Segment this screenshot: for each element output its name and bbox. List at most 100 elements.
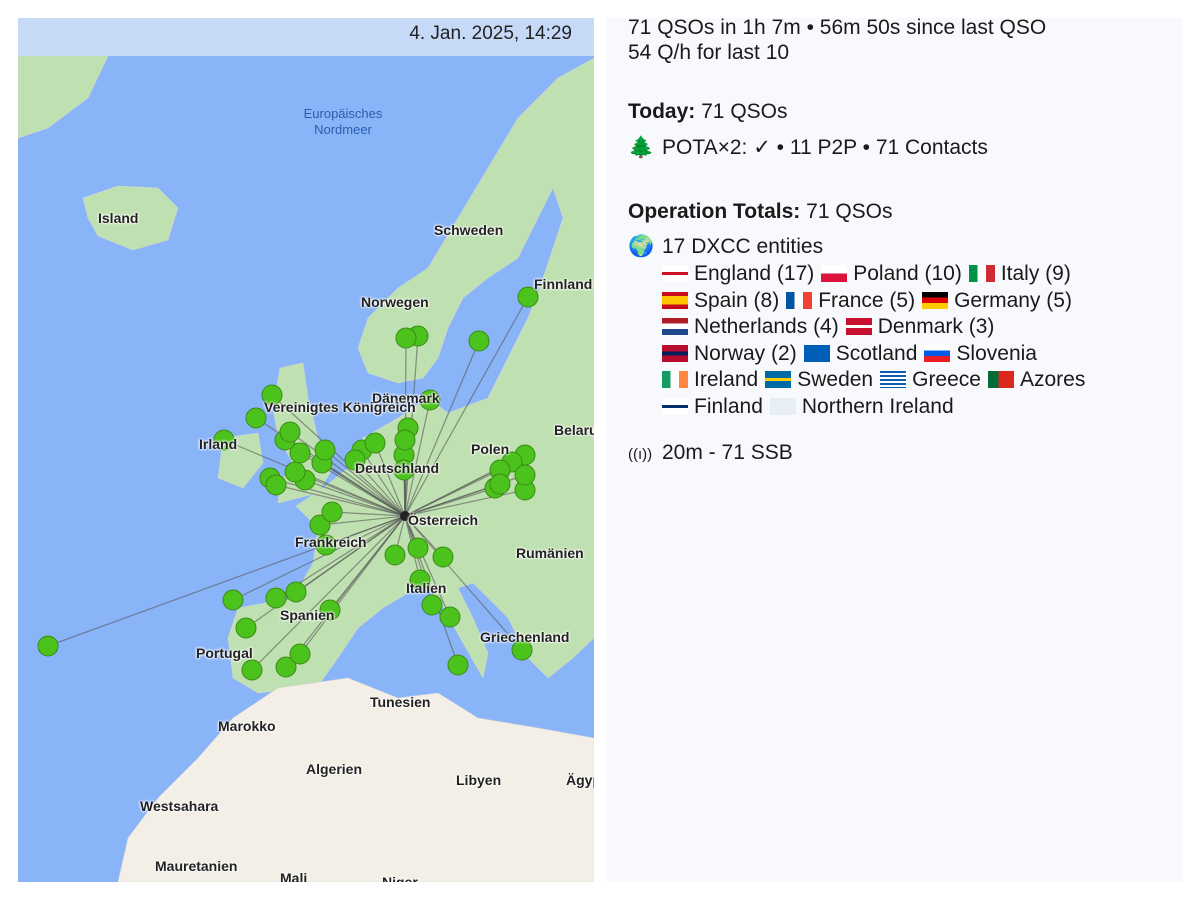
qso-path [304,479,406,517]
qso-path [325,515,406,546]
qso-marker[interactable] [284,461,306,483]
map-land [18,18,594,882]
map-label: Polen [471,441,510,457]
qso-marker[interactable] [265,587,287,609]
greece-flag-icon [880,371,907,388]
qso-marker[interactable] [393,459,415,481]
dxcc-entity: Netherlands (4) [662,315,839,338]
dxcc-entity: Finland [662,395,763,418]
qso-marker[interactable] [289,442,311,464]
timestamp-bar: 4. Jan. 2025, 14:29 [18,18,594,56]
qso-marker[interactable] [241,659,263,681]
qso-path [324,449,406,517]
qso-map[interactable]: 4. Jan. 2025, 14:29 Europäisches Nordmee… [18,18,594,882]
france-flag-icon [786,291,813,309]
map-label: Libyen [456,772,502,788]
dxcc-entity: Spain (8) [662,289,779,312]
qso-path [404,469,501,517]
qso-marker[interactable] [222,589,244,611]
dxcc-entity: Italy (9) [968,262,1071,285]
qso-marker[interactable] [447,654,469,676]
qso-marker[interactable] [344,449,366,471]
totals-label: Operation Totals: [628,200,801,223]
qso-marker[interactable] [265,474,287,496]
map-label: Tunesien [370,694,431,710]
qso-marker[interactable] [511,639,533,661]
dxcc-entity-label: Norway (2) [694,341,797,365]
pota-line: 🌲 POTA×2: ✓ • 11 P2P • 71 Contacts [628,135,988,160]
qso-marker[interactable] [364,432,386,454]
qso-marker[interactable] [279,421,301,443]
qso-marker[interactable] [289,643,311,665]
home-marker[interactable] [400,511,410,521]
map-label: Österreich [408,512,479,528]
map-label: Vereinigtes Königreich [264,399,416,415]
slovenia-flag-icon [924,344,951,362]
qso-marker[interactable] [432,546,454,568]
qso-marker[interactable] [309,514,331,536]
qso-marker[interactable] [439,606,461,628]
qso-marker[interactable] [245,407,267,429]
qso-marker[interactable] [419,389,441,411]
qso-marker[interactable] [468,330,490,352]
dxcc-entity: Poland (10) [821,262,962,285]
map-label: Frankreich [295,534,367,550]
qso-marker[interactable] [321,501,343,523]
dxcc-entity-label: Spain (8) [694,288,780,312]
qso-marker[interactable] [409,569,431,591]
qso-marker[interactable] [394,429,416,451]
dxcc-line: 🌍 17 DXCC entities [628,235,823,259]
qso-marker[interactable] [384,544,406,566]
map-label: Mauretanien [155,858,238,874]
qso-marker[interactable] [319,599,341,621]
map-label: Island [98,210,139,226]
dxcc-entity-label: Finland [694,394,763,418]
qso-path [232,515,406,601]
qso-path [404,399,431,517]
qso-marker[interactable] [395,327,417,349]
qso-path [354,459,406,517]
qso-marker[interactable] [514,464,536,486]
timestamp: 4. Jan. 2025, 14:29 [409,23,572,44]
poland-flag-icon [821,265,848,282]
qso-marker[interactable] [275,656,297,678]
netherlands-flag-icon [662,318,688,335]
denmark-flag-icon [845,318,872,335]
totals-value: 71 QSOs [806,200,893,223]
qso-marker[interactable] [285,581,307,603]
qso-marker[interactable] [261,384,283,406]
bands-line: ((ı)) 20m - 71 SSB [628,441,793,465]
qso-marker[interactable] [489,473,511,495]
qso-path [251,515,406,671]
map-label: Spanien [280,607,335,623]
qso-marker[interactable] [314,439,336,461]
map-label: Dänemark [372,390,440,406]
qso-path [404,515,523,651]
qso-marker[interactable] [407,537,429,559]
qso-path [331,511,406,517]
qso-path [361,449,406,517]
qso-path [289,431,406,517]
qso-marker[interactable] [517,286,539,308]
unknown-flag-icon [769,397,796,415]
map-label: Italien [406,580,447,596]
dxcc-entity: Slovenia [924,342,1037,365]
dxcc-entity-label: Poland (10) [853,262,962,285]
antenna-icon: ((ı)) [628,446,653,463]
dxcc-entity-label: Greece [912,368,981,391]
finland-flag-icon [662,397,688,415]
dxcc-entity: Norway (2) [662,342,797,365]
dxcc-entity-label: Netherlands (4) [694,315,839,338]
qso-path [299,515,406,655]
qso-marker[interactable] [37,635,59,657]
qso-marker[interactable] [213,429,235,451]
qso-marker[interactable] [421,594,443,616]
sweden-flag-icon [765,371,792,388]
qso-marker[interactable] [315,534,337,556]
germany-flag-icon [922,291,949,309]
scotland-flag-icon [803,344,830,362]
qso-marker[interactable] [235,617,257,639]
dxcc-entity: Scotland [803,342,917,365]
map-label: Marokko [218,718,276,734]
dxcc-entity-label: Azores [1019,368,1086,391]
